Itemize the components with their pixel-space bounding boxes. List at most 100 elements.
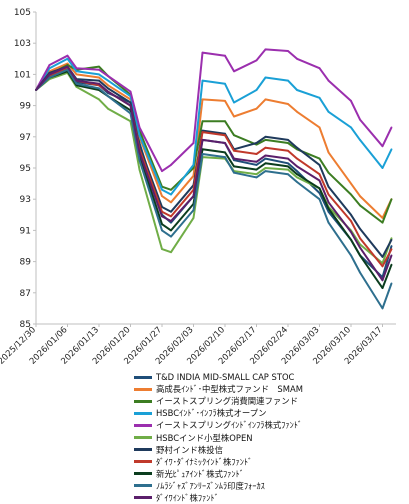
data-point: [359, 195, 361, 198]
data-point: [381, 307, 384, 310]
y-tick-label: 97: [20, 133, 31, 143]
legend-label: T&D INDIA MID-SMALL CAP STOC: [156, 372, 295, 383]
data-point: [327, 221, 330, 224]
series-line-4: [35, 57, 393, 196]
data-point: [390, 126, 393, 129]
series-line-3: [35, 64, 393, 224]
data-point: [107, 79, 109, 82]
data-point: [233, 70, 235, 73]
legend-item: ﾀﾞｲﾜ･ﾀﾞｲﾅﾐｯｸｲﾝﾄﾞ株ﾌｧﾝﾄﾞ: [134, 456, 406, 468]
data-point: [224, 54, 226, 57]
legend-swatch: [134, 436, 152, 440]
data-point: [224, 151, 226, 154]
data-point: [161, 229, 163, 232]
data-point: [138, 134, 141, 137]
data-point: [318, 164, 321, 166]
data-point: [129, 104, 132, 107]
data-point: [224, 82, 226, 85]
data-point: [359, 204, 361, 207]
data-point: [264, 98, 267, 101]
data-point: [381, 279, 384, 282]
legend-swatch: [134, 411, 152, 415]
data-point: [390, 148, 393, 151]
data-point: [255, 89, 258, 91]
data-point: [327, 201, 330, 204]
data-point: [327, 110, 330, 113]
data-point: [381, 256, 384, 258]
data-point: [296, 146, 298, 149]
legend-swatch: [134, 448, 152, 452]
data-point: [129, 90, 132, 93]
data-point: [192, 217, 195, 219]
data-point: [255, 168, 258, 171]
legend-item: 新光ﾋﾟｭｱｲﾝﾄﾞ株式ﾌｧﾝﾄﾞ: [134, 468, 406, 480]
data-point: [201, 120, 204, 123]
data-point: [192, 174, 195, 177]
data-point: [170, 210, 172, 213]
data-point: [296, 57, 298, 60]
data-point: [296, 170, 298, 173]
data-point: [327, 151, 330, 154]
data-point: [390, 245, 393, 247]
y-tick-label: 99: [20, 102, 32, 112]
data-point: [327, 207, 330, 210]
data-point: [161, 188, 163, 191]
data-point: [224, 100, 226, 102]
series-line-8: [35, 67, 393, 268]
data-point: [390, 282, 393, 285]
data-point: [255, 176, 258, 179]
data-point: [287, 142, 289, 144]
data-point: [287, 50, 289, 52]
legend-label: イーストスプリングｲﾝﾄﾞｲﾝﾌﾗ株式ﾌｧﾝﾄﾞ: [156, 420, 303, 431]
data-point: [224, 134, 226, 137]
legend-item: 野村インド株投信: [134, 444, 406, 456]
legend-swatch: [134, 387, 152, 391]
data-point: [170, 229, 172, 232]
data-point: [264, 162, 267, 165]
series-line-6: [35, 71, 393, 265]
data-point: [327, 79, 330, 82]
data-point: [255, 160, 258, 163]
data-point: [318, 126, 321, 129]
data-point: [381, 145, 384, 148]
data-point: [75, 82, 78, 85]
data-point: [318, 67, 321, 70]
data-point: [98, 65, 100, 68]
data-point: [255, 173, 258, 176]
data-point: [35, 89, 37, 91]
legend-item: ﾀﾞｲﾜｲﾝﾄﾞ株ﾌｧﾝﾄﾞ: [134, 492, 406, 504]
y-tick-label: 93: [20, 195, 31, 205]
legend-item: 高成長ｲﾝﾄﾞ･中型株式ファンド SMAM: [134, 383, 406, 395]
data-point: [107, 84, 109, 87]
data-point: [350, 213, 352, 216]
data-point: [296, 157, 298, 160]
data-point: [255, 164, 258, 166]
data-point: [381, 287, 384, 289]
series-line-5: [35, 48, 393, 173]
legend-label: 野村インド株投信: [156, 444, 223, 455]
data-point: [192, 167, 195, 169]
data-point: [170, 251, 172, 254]
data-point: [350, 126, 352, 129]
data-point: [170, 164, 172, 166]
legend-swatch: [134, 375, 152, 379]
data-point: [107, 95, 109, 98]
data-point: [66, 64, 69, 66]
legend-label: ﾉﾑﾗｼﾞｬｽﾞｱﾝﾘｰｽﾞﾝﾑﾗ印度ﾌｫｰｶｽ: [156, 480, 265, 491]
data-point: [287, 173, 289, 176]
data-point: [296, 176, 298, 179]
y-tick-label: 87: [20, 289, 31, 299]
data-point: [327, 185, 330, 188]
data-point: [390, 263, 393, 266]
data-point: [287, 79, 289, 82]
data-point: [318, 173, 321, 176]
legend-label: 新光ﾋﾟｭｱｲﾝﾄﾞ株式ﾌｧﾝﾄﾞ: [156, 468, 244, 479]
legend-item: T&D INDIA MID-SMALL CAP STOC: [134, 371, 406, 383]
data-point: [318, 157, 321, 160]
data-point: [98, 79, 100, 82]
legend-swatch: [134, 496, 152, 500]
data-point: [48, 76, 51, 79]
series-line-10: [35, 68, 393, 310]
series-line-9: [35, 70, 393, 290]
data-point: [98, 98, 100, 101]
